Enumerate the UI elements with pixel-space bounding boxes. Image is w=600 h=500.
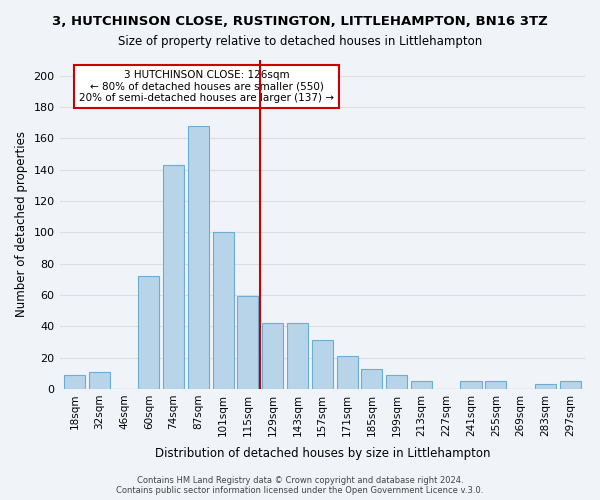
Text: 3, HUTCHINSON CLOSE, RUSTINGTON, LITTLEHAMPTON, BN16 3TZ: 3, HUTCHINSON CLOSE, RUSTINGTON, LITTLEH… — [52, 15, 548, 28]
Bar — [312, 340, 333, 389]
Text: Contains HM Land Registry data © Crown copyright and database right 2024.
Contai: Contains HM Land Registry data © Crown c… — [116, 476, 484, 495]
Y-axis label: Number of detached properties: Number of detached properties — [15, 132, 28, 318]
Bar — [163, 165, 184, 389]
Bar — [337, 356, 358, 389]
Bar — [138, 276, 160, 389]
Text: Size of property relative to detached houses in Littlehampton: Size of property relative to detached ho… — [118, 35, 482, 48]
Bar — [560, 381, 581, 389]
Bar — [411, 381, 432, 389]
Bar — [188, 126, 209, 389]
Bar — [287, 323, 308, 389]
Bar — [238, 296, 259, 389]
Bar — [89, 372, 110, 389]
Bar — [262, 323, 283, 389]
X-axis label: Distribution of detached houses by size in Littlehampton: Distribution of detached houses by size … — [155, 447, 490, 460]
Bar — [460, 381, 482, 389]
Bar — [64, 375, 85, 389]
Bar — [361, 368, 382, 389]
Bar — [485, 381, 506, 389]
Bar — [212, 232, 233, 389]
Bar — [535, 384, 556, 389]
Bar — [386, 375, 407, 389]
Text: 3 HUTCHINSON CLOSE: 126sqm
← 80% of detached houses are smaller (550)
20% of sem: 3 HUTCHINSON CLOSE: 126sqm ← 80% of deta… — [79, 70, 334, 103]
